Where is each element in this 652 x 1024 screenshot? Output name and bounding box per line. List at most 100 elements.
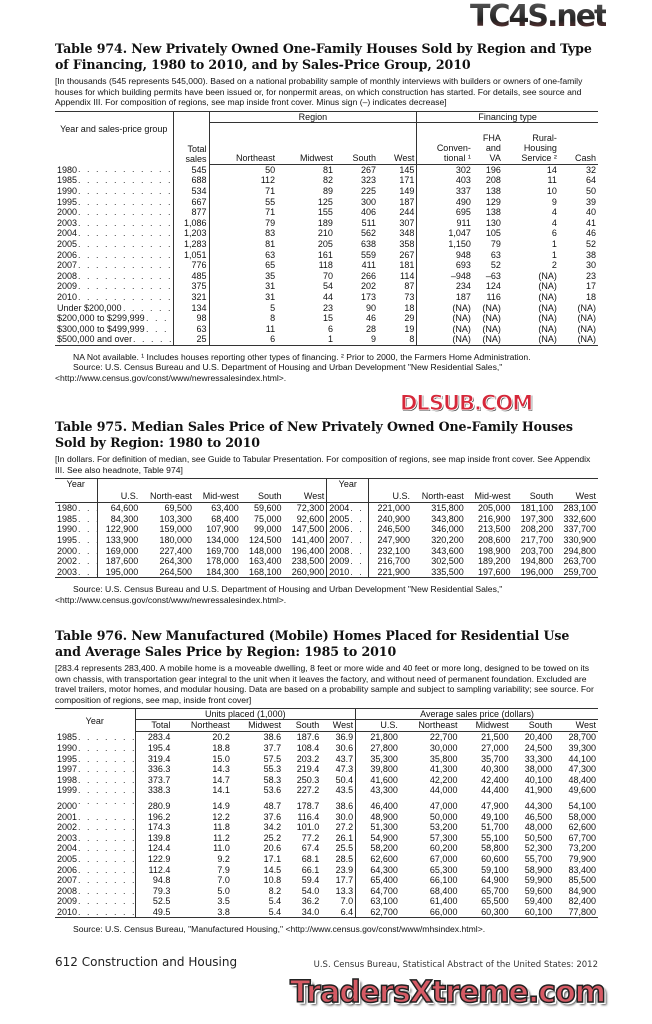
dot-leader: . . . . . . . . . . . . . . . . . . . . …	[78, 228, 173, 239]
dot-leader: . . . . . . . . . . . . . . . . . . . . …	[78, 785, 134, 796]
col-header: FHA and VA	[472, 122, 503, 165]
table-cell: 161	[317, 249, 333, 260]
table-cell: 41,300	[429, 764, 458, 775]
table-cell: (NA)	[452, 323, 471, 334]
col-header: Midwest	[277, 122, 335, 165]
table-cell: 64,700	[370, 885, 398, 896]
row-label-text: 1985	[57, 513, 78, 524]
table-cell: 38.6	[321, 795, 357, 812]
table-row: 1990. . . . . . . . . . . . . . . . . . …	[55, 742, 598, 754]
table-cell: 107,900	[206, 524, 239, 535]
row-label: 2008. . . . . . . . . . . . . . . . . . …	[326, 545, 370, 557]
table-cell: 240,900	[377, 513, 411, 524]
table-cell: 54.0	[301, 885, 320, 896]
table-cell: 60,600	[481, 853, 509, 864]
table-cell: (NA)	[538, 334, 557, 345]
row-label-text: 1980	[57, 164, 78, 175]
book-title-footer: U.S. Census Bureau, Statistical Abstract…	[313, 960, 598, 970]
row-label-text: 1990	[57, 185, 78, 196]
table-cell: 3.5	[217, 896, 230, 907]
dot-leader: . . . . . . . . . . . . . . . . . . . . …	[78, 843, 134, 854]
table-cell: 54	[322, 281, 333, 292]
dot-leader: . . . . . . . . . . . . . . . . . . . . …	[78, 207, 173, 218]
table-cell: 7.0	[321, 896, 357, 907]
row-label: 2000. . . . . . . . . . . . . . . . . . …	[55, 795, 136, 812]
row-label: $200,000 to $299,999. . . . . . . . . . …	[55, 313, 174, 324]
table-cell: 83	[265, 228, 276, 239]
table-cell: 30	[585, 260, 596, 271]
col-header: Midwest	[459, 719, 511, 733]
table-cell: 66.1	[301, 864, 320, 875]
row-label-text: 2008	[57, 885, 78, 896]
dot-leader: . . . . . . . . . . . . . . . . . . . . …	[78, 753, 134, 764]
table-cell: 776	[173, 260, 210, 271]
row-label: 2005. . . . . . . . . . . . . . . . . . …	[55, 853, 136, 865]
table-cell: 57,300	[429, 832, 458, 843]
table-cell: 84,300	[110, 513, 139, 524]
table-cell: 36.9	[321, 731, 357, 743]
table-cell: 263,700	[563, 556, 596, 567]
row-label: 2004. . . . . . . . . . . . . . . . . . …	[55, 843, 136, 854]
table-cell: 208	[485, 175, 501, 186]
table-cell: 67,700	[568, 832, 596, 843]
dot-leader: . . . . . . . . . . . . . . . . . . . . …	[78, 864, 134, 875]
table-cell: 14.1	[212, 785, 230, 796]
table-cell: 335,500	[431, 566, 464, 577]
table-cell: 181	[378, 260, 418, 271]
table-cell: 47,900	[481, 800, 509, 811]
table-row: 2003. . . . . . . . . . . . . . . . . . …	[55, 832, 598, 844]
table-cell: 216,900	[478, 513, 511, 524]
row-label-text: 2003	[57, 217, 78, 228]
dot-leader: . . . . . . . . . . . . . . . . . . . . …	[78, 853, 134, 864]
table-cell: (NA)	[577, 302, 597, 313]
row-label-text: 1990	[57, 742, 78, 753]
dot-leader: . . . . . . . . . . . . . . . . . . . . …	[78, 875, 134, 886]
table-cell: 31	[265, 281, 276, 292]
table-cell: 14.7	[212, 774, 230, 785]
table-cell: 30,000	[429, 742, 458, 753]
table-cell: 358	[378, 238, 418, 250]
col-header: Northeast	[172, 719, 232, 733]
dot-leader: . . . . . . . . . . . . . . . . . . . . …	[78, 832, 134, 843]
table-cell: 13.3	[321, 885, 357, 897]
row-label-text: 2000	[57, 207, 78, 218]
table-cell: 21,800	[370, 732, 398, 743]
dot-leader: . . . . . . . . . . . . . . . . . . . . …	[78, 238, 173, 249]
dot-leader: . . . . . . . . . . . . . . . . . . . . …	[78, 822, 134, 833]
table-cell: 23	[322, 302, 333, 313]
table-cell: 264,500	[159, 566, 193, 577]
table-cell: 225	[360, 185, 376, 196]
table-cell: 58,800	[481, 843, 509, 854]
row-label-text: 1997	[57, 764, 78, 775]
table-cell: 948	[455, 249, 471, 260]
table-cell: 55,700	[524, 853, 553, 864]
table-cell: (NA)	[482, 302, 501, 313]
table-row: 2009. . . . . . . . . . . . . . . . . . …	[55, 896, 598, 907]
table-cell: 64	[585, 175, 596, 186]
table-cell: 217,700	[520, 534, 554, 545]
table-cell: 180,000	[159, 534, 193, 545]
table-cell: 178.7	[296, 800, 320, 811]
table-cell: 52.5	[152, 896, 171, 907]
table-976-title: Table 976. New Manufactured (Mobile) Hom…	[55, 628, 570, 659]
table-cell: 27,800	[370, 742, 398, 753]
table-cell: 48,400	[568, 774, 596, 785]
table-cell: 81	[322, 164, 333, 175]
row-label: 2004. . . . . . . . . . . . . . . . . . …	[55, 228, 174, 239]
dot-leader: . . . . . . . . . . . . . . . . . . . . …	[78, 291, 173, 302]
table-cell: 35,300	[370, 753, 398, 764]
table-row: 1997. . . . . . . . . . . . . . . . . . …	[55, 764, 598, 775]
row-label-text: 2000	[57, 545, 78, 556]
dot-leader: . . . . . . . . . . . . . . . . . . . . …	[78, 281, 173, 292]
table-row: 2008. . . . . . . . . . . . . . . . . . …	[55, 270, 598, 282]
table-cell: 30.6	[321, 742, 357, 754]
row-label: 1995. . . . . . . . . . . . . . . . . . …	[55, 196, 174, 208]
table-cell: 48,000	[524, 822, 553, 833]
table-cell: 79,900	[568, 853, 596, 864]
table-cell: 69,500	[164, 503, 193, 514]
table-cell: (NA)	[538, 323, 557, 334]
table-cell: 210	[317, 228, 333, 239]
row-label-text: $500,000 and over	[57, 334, 133, 345]
table-cell: 196,400	[283, 545, 328, 557]
table-cell: 246,500	[377, 524, 411, 535]
